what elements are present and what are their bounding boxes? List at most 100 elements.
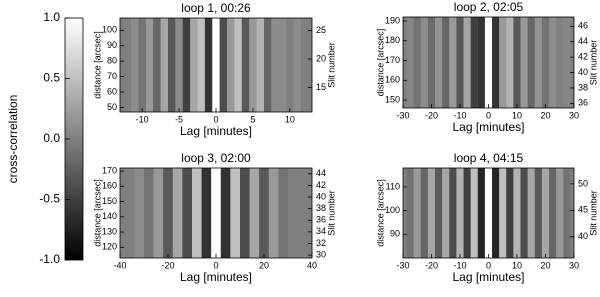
correlation-stripe: [204, 18, 213, 112]
correlation-stripe: [211, 168, 221, 258]
y2-axis-label: Slit number: [588, 40, 598, 86]
correlation-stripe: [403, 17, 407, 108]
y2-tick-label: 38: [578, 82, 588, 92]
correlation-stripe: [259, 168, 269, 258]
correlation-stripe: [563, 17, 571, 108]
correlation-stripe: [442, 168, 450, 258]
x-axis-label: Lag [minutes]: [452, 120, 524, 134]
correlation-stripe: [499, 168, 507, 258]
y-tick-label: 70: [107, 71, 117, 81]
y-tick-label: 190: [385, 15, 400, 25]
correlation-stripe: [477, 168, 485, 258]
x-tick-label: 0: [486, 260, 491, 270]
correlation-stripe: [153, 18, 161, 112]
y2-tick-label: 36: [316, 215, 326, 225]
y-tick-label: 160: [102, 181, 117, 191]
x-tick-label: 10: [285, 114, 295, 124]
correlation-stripe: [435, 17, 443, 108]
correlation-stripe: [264, 18, 272, 112]
correlation-stripe: [513, 168, 521, 258]
colorbar-tick-label: -0.5: [39, 192, 60, 206]
y2-tick-label: 45: [578, 205, 588, 215]
y-tick-label: 130: [102, 226, 117, 236]
correlation-stripe: [230, 168, 240, 258]
correlation-stripe: [293, 18, 301, 112]
correlation-stripe: [124, 168, 135, 258]
correlation-stripe: [288, 168, 298, 258]
y2-axis-label: Slit number: [326, 190, 336, 236]
correlation-stripe: [463, 17, 471, 108]
correlation-stripe: [534, 168, 542, 258]
y-tick-label: 180: [385, 35, 400, 45]
correlation-stripe: [456, 17, 464, 108]
x-tick-label: -20: [425, 110, 438, 120]
y-tick-label: 120: [102, 242, 117, 252]
correlation-stripe: [278, 18, 287, 112]
correlation-stripe: [234, 18, 242, 112]
y-tick-label: 90: [107, 40, 117, 50]
x-tick-label: 40: [307, 260, 317, 270]
x-axis-label: Lag [minutes]: [180, 270, 252, 284]
correlation-stripe: [182, 18, 191, 112]
panel-title: loop 3, 02:00: [181, 151, 251, 165]
x-tick-label: -30: [396, 260, 409, 270]
x-tick-label: -20: [425, 260, 438, 270]
correlation-stripe: [182, 168, 192, 258]
y-tick-label: 80: [107, 56, 117, 66]
correlation-stripe: [190, 18, 198, 112]
correlation-stripe: [549, 168, 557, 258]
x-tick-label: 20: [259, 260, 269, 270]
y2-tick-label: 40: [578, 231, 588, 241]
y2-tick-label: 32: [316, 238, 326, 248]
y2-tick-label: 42: [578, 51, 588, 61]
y-tick-label: 60: [107, 86, 117, 96]
correlation-stripe: [201, 168, 212, 258]
correlation-stripe: [413, 17, 421, 108]
correlation-stripe: [492, 17, 500, 108]
correlation-stripe: [520, 17, 528, 108]
correlation-stripe: [241, 18, 250, 112]
x-tick-label: 20: [540, 110, 550, 120]
correlation-stripe: [256, 18, 264, 112]
correlation-stripe: [442, 17, 450, 108]
correlation-stripe: [484, 17, 493, 108]
correlation-stripe: [413, 168, 421, 258]
correlation-stripe: [197, 18, 205, 112]
panel-title: loop 4, 04:15: [454, 151, 524, 165]
x-tick-label: -10: [136, 114, 149, 124]
x-tick-label: -10: [453, 110, 466, 120]
correlation-stripe: [484, 168, 493, 258]
correlation-stripe: [470, 17, 478, 108]
correlation-stripe: [278, 168, 288, 258]
x-axis-label: Lag [minutes]: [452, 270, 524, 284]
correlation-stripe: [470, 168, 478, 258]
colorbar-label: cross-correlation: [6, 95, 20, 184]
correlation-stripe: [300, 18, 305, 112]
colorbar-tick-label: 1.0: [43, 10, 60, 24]
correlation-stripe: [120, 168, 125, 258]
y-tick-label: 160: [385, 75, 400, 85]
correlation-stripe: [506, 17, 514, 108]
y-tick-label: 100: [102, 25, 117, 35]
y2-axis-label: Slit number: [588, 190, 598, 236]
x-tick-label: -5: [175, 114, 183, 124]
y2-axis-label: Slit number: [326, 42, 336, 88]
correlation-stripe: [506, 168, 514, 258]
correlation-stripe: [240, 168, 250, 258]
y-tick-label: 50: [107, 102, 117, 112]
correlation-stripe: [192, 168, 202, 258]
y2-tick-label: 44: [316, 168, 326, 178]
correlation-stripe: [420, 168, 428, 258]
colorbar-tick-label: -1.0: [39, 252, 60, 266]
correlation-stripe: [556, 17, 564, 108]
y2-tick-label: 38: [316, 203, 326, 213]
correlation-stripe: [463, 168, 471, 258]
correlation-stripe: [145, 18, 154, 112]
correlation-stripe: [420, 17, 428, 108]
correlation-stripe: [427, 17, 436, 108]
x-tick-label: 0: [486, 110, 491, 120]
y2-tick-label: 40: [578, 67, 588, 77]
correlation-stripe: [534, 17, 542, 108]
correlation-stripe: [249, 18, 257, 112]
